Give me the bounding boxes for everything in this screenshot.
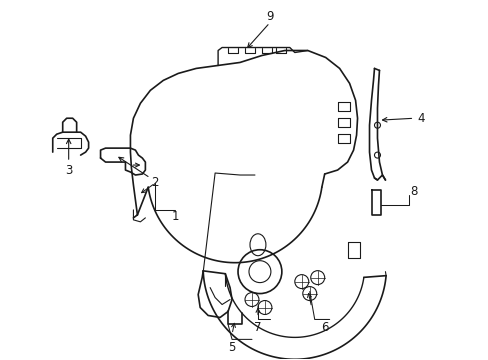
Text: 7: 7: [254, 321, 261, 334]
Text: 1: 1: [171, 210, 179, 223]
Text: 5: 5: [228, 341, 235, 354]
Text: 6: 6: [320, 321, 328, 334]
Text: 2: 2: [151, 176, 159, 189]
Text: 4: 4: [417, 112, 424, 125]
Text: 8: 8: [410, 185, 417, 198]
Text: 9: 9: [265, 10, 273, 23]
Text: 3: 3: [65, 163, 72, 176]
